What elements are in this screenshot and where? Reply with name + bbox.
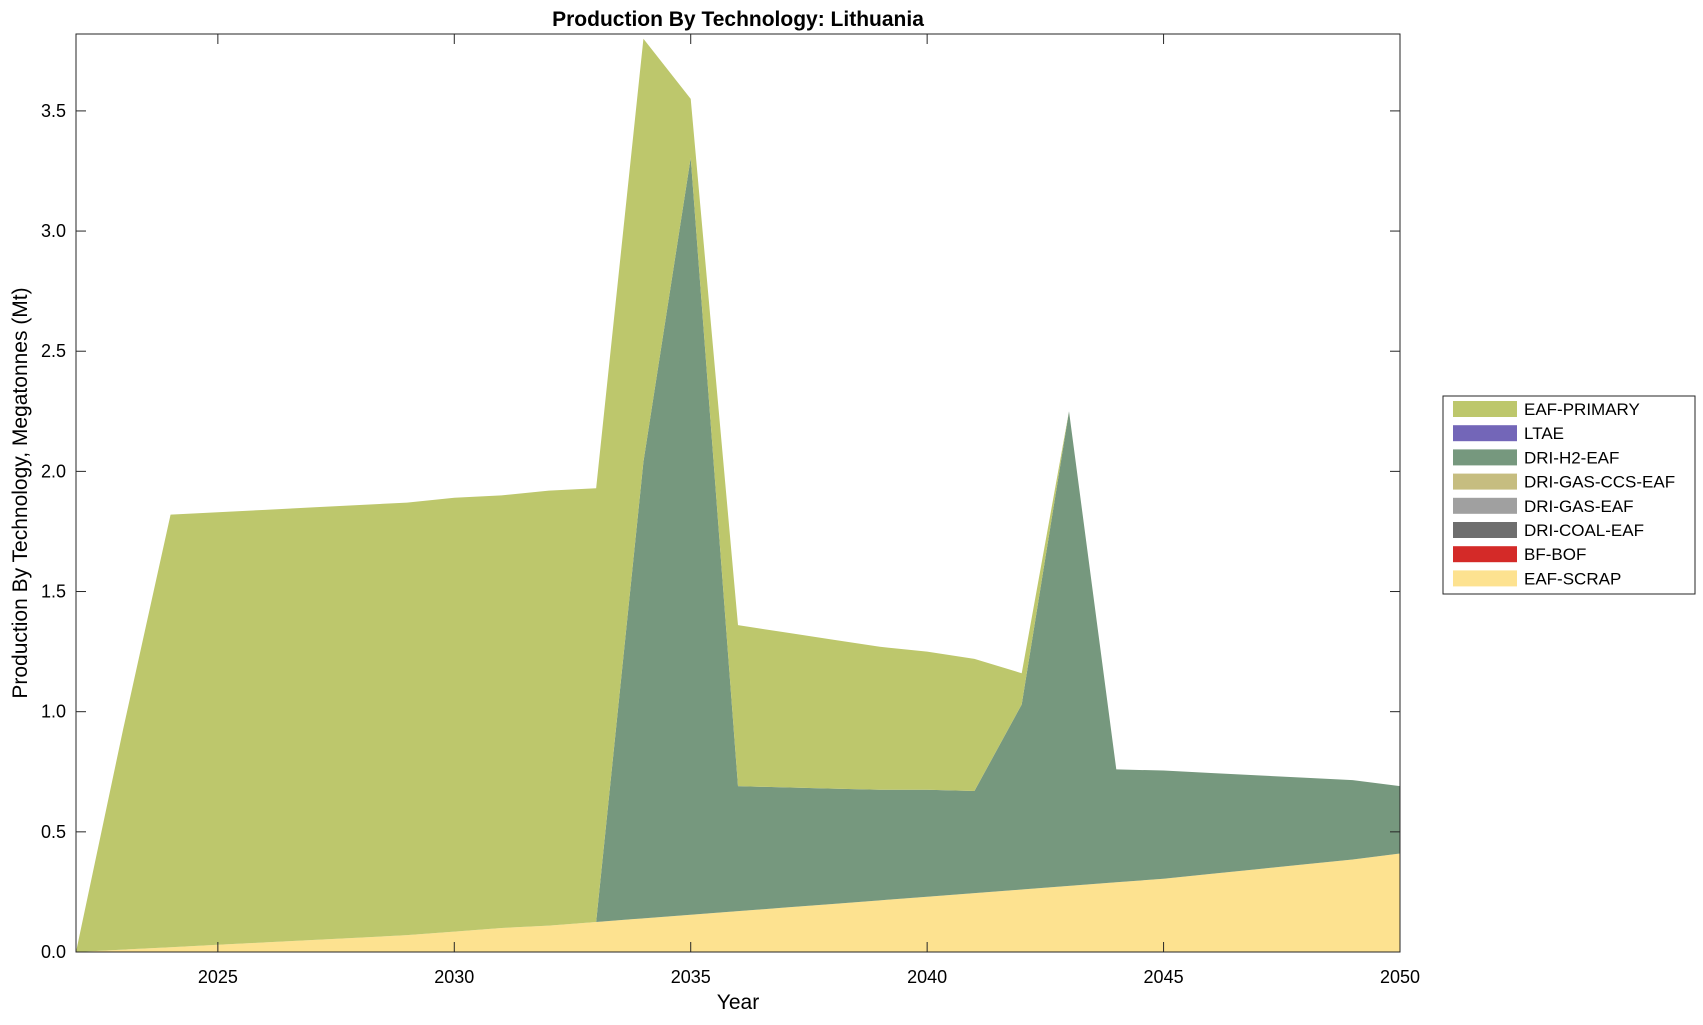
legend-swatch-dri-gas-eaf (1453, 497, 1517, 514)
y-tick-label: 1.0 (41, 702, 66, 722)
legend-label-dri-coal-eaf: DRI-COAL-EAF (1524, 521, 1644, 540)
legend-label-eaf-scrap: EAF-SCRAP (1524, 569, 1621, 588)
area-dri-h2-eaf (76, 157, 1400, 952)
x-tick-label: 2050 (1380, 967, 1420, 987)
x-tick-label: 2025 (198, 967, 238, 987)
y-axis-label: Production By Technology, Megatonnes (Mt… (9, 287, 32, 698)
legend-swatch-dri-gas-ccs-eaf (1453, 473, 1517, 490)
x-axis-label: Year (717, 991, 759, 1014)
legend-swatch-dri-h2-eaf (1453, 449, 1517, 466)
x-tick-label: 2040 (907, 967, 947, 987)
y-tick-label: 0.0 (41, 942, 66, 962)
x-tick-label: 2035 (671, 967, 711, 987)
y-tick-label: 1.5 (41, 582, 66, 602)
y-tick-label: 2.5 (41, 341, 66, 361)
y-tick-label: 3.0 (41, 221, 66, 241)
legend-swatch-ltae (1453, 425, 1517, 442)
legend-label-dri-h2-eaf: DRI-H2-EAF (1524, 448, 1619, 467)
area-eaf-scrap (76, 853, 1400, 952)
legend-swatch-dri-coal-eaf (1453, 522, 1517, 538)
y-axis-ticks: 0.0 0.5 1.0 1.5 2.0 2.5 3.0 3.5 (41, 101, 1400, 962)
chart-title: Production By Technology: Lithuania (552, 8, 924, 31)
legend-label-bf-bof: BF-BOF (1524, 545, 1586, 564)
plot-frame (75, 33, 1401, 953)
area-eaf-primary (76, 38, 1400, 953)
legend-label-eaf-primary: EAF-PRIMARY (1524, 400, 1640, 419)
y-tick-label: 2.0 (41, 461, 66, 481)
legend-swatch-eaf-primary (1453, 401, 1517, 417)
legend-swatch-eaf-scrap (1453, 570, 1517, 587)
x-tick-label: 2045 (1144, 967, 1184, 987)
legend-swatch-bf-bof (1453, 546, 1517, 563)
legend-label-ltae: LTAE (1524, 424, 1564, 443)
legend: EAF-PRIMARY LTAE DRI-H2-EAF DRI-GAS-CCS-EAF… (1442, 395, 1696, 595)
area-layers (76, 38, 1400, 953)
y-tick-label: 3.5 (41, 101, 66, 121)
legend-label-dri-gas-ccs-eaf: DRI-GAS-CCS-EAF (1524, 473, 1675, 492)
x-axis-ticks: 2025 2030 2035 2040 2045 2050 (198, 34, 1420, 987)
legend-label-dri-gas-eaf: DRI-GAS-EAF (1524, 497, 1634, 516)
y-tick-label: 0.5 (41, 822, 66, 842)
x-tick-label: 2030 (434, 967, 474, 987)
